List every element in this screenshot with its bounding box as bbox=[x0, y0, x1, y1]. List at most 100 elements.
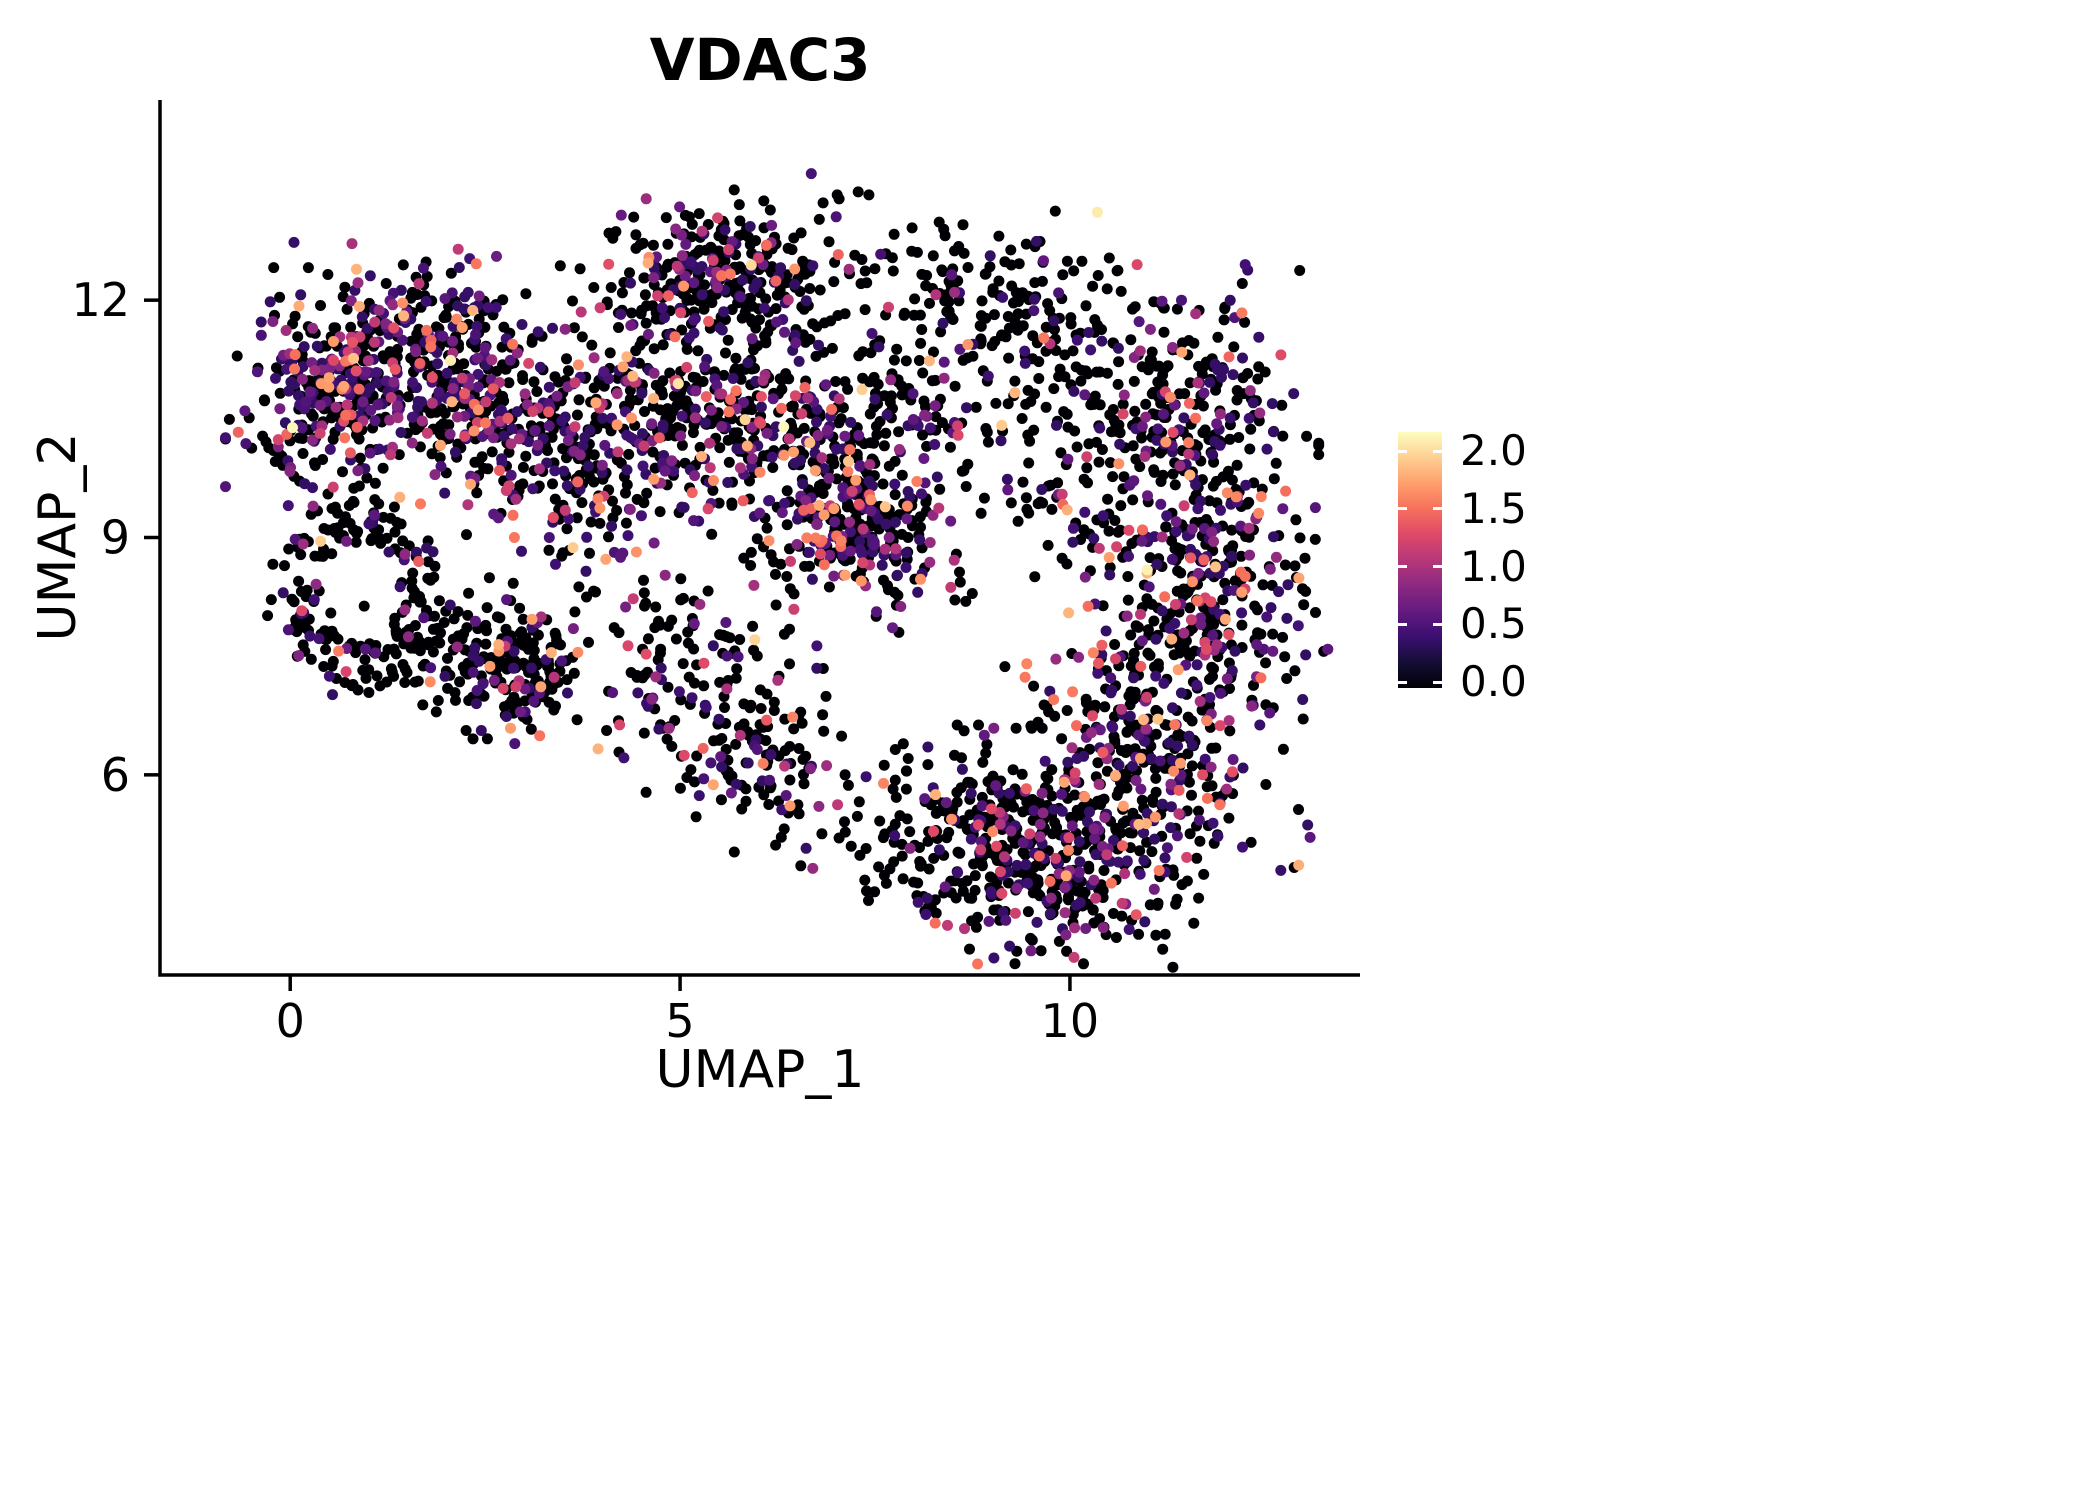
data-point bbox=[460, 725, 472, 736]
data-point bbox=[809, 465, 821, 477]
data-point bbox=[821, 760, 833, 772]
data-point bbox=[1115, 500, 1127, 512]
data-point bbox=[362, 323, 373, 334]
data-point bbox=[624, 267, 635, 279]
data-point bbox=[704, 462, 716, 474]
data-point bbox=[1079, 506, 1091, 518]
data-point bbox=[315, 399, 326, 411]
data-point bbox=[895, 601, 907, 612]
data-point bbox=[1022, 906, 1034, 918]
data-point bbox=[572, 646, 584, 658]
data-point bbox=[1098, 865, 1110, 876]
data-point bbox=[478, 462, 490, 474]
data-point bbox=[833, 832, 845, 844]
data-point bbox=[507, 338, 519, 350]
data-point bbox=[1010, 722, 1022, 734]
data-point bbox=[268, 262, 280, 274]
data-point bbox=[1243, 531, 1255, 543]
data-point bbox=[980, 747, 992, 759]
data-point bbox=[459, 666, 471, 678]
data-point bbox=[897, 873, 909, 885]
data-point bbox=[1223, 812, 1235, 824]
data-point bbox=[804, 437, 816, 449]
data-point bbox=[1190, 308, 1202, 320]
data-point bbox=[811, 518, 823, 530]
data-point bbox=[491, 611, 503, 623]
data-point bbox=[922, 835, 934, 847]
data-point bbox=[1094, 913, 1106, 925]
data-point bbox=[715, 794, 727, 806]
data-point bbox=[1149, 811, 1161, 823]
data-point bbox=[1150, 633, 1162, 645]
y-tick-label: 12 bbox=[71, 273, 130, 327]
data-point bbox=[440, 311, 452, 323]
data-point bbox=[1115, 285, 1127, 297]
data-point bbox=[1112, 378, 1124, 390]
data-point bbox=[348, 482, 360, 494]
data-point bbox=[255, 329, 267, 341]
data-point bbox=[1190, 412, 1202, 424]
data-point bbox=[965, 787, 977, 799]
data-point bbox=[1139, 451, 1151, 462]
data-point bbox=[789, 279, 801, 290]
data-point bbox=[289, 533, 301, 545]
data-point bbox=[555, 639, 566, 651]
data-point bbox=[945, 581, 957, 593]
data-point bbox=[1167, 426, 1179, 438]
data-point bbox=[721, 683, 733, 695]
data-point bbox=[788, 232, 800, 244]
data-point bbox=[1174, 460, 1186, 472]
data-point bbox=[1048, 803, 1060, 815]
data-point bbox=[523, 436, 535, 448]
data-point bbox=[702, 585, 714, 597]
data-point bbox=[947, 314, 959, 325]
data-point bbox=[690, 385, 702, 397]
data-point bbox=[274, 387, 286, 399]
data-point bbox=[498, 430, 510, 442]
data-point bbox=[883, 301, 894, 313]
data-point bbox=[1206, 448, 1218, 460]
data-point bbox=[1080, 300, 1092, 312]
data-point bbox=[307, 410, 319, 422]
axis-lines bbox=[158, 100, 1360, 977]
data-point bbox=[1152, 423, 1164, 435]
data-point bbox=[896, 469, 908, 481]
data-point bbox=[456, 322, 468, 333]
data-point bbox=[873, 861, 885, 873]
data-point bbox=[613, 322, 624, 333]
data-point bbox=[1032, 716, 1044, 728]
data-point bbox=[1264, 563, 1276, 575]
data-point bbox=[935, 326, 947, 338]
data-point bbox=[357, 396, 369, 408]
data-point bbox=[994, 807, 1006, 818]
data-point bbox=[979, 268, 991, 280]
data-point bbox=[719, 224, 731, 236]
data-point bbox=[1300, 649, 1312, 661]
data-point bbox=[1144, 649, 1156, 661]
data-point bbox=[1293, 859, 1305, 871]
data-point bbox=[1175, 687, 1187, 699]
data-point bbox=[296, 605, 308, 617]
data-point bbox=[976, 295, 988, 307]
data-point bbox=[547, 512, 559, 524]
data-point bbox=[627, 370, 639, 382]
data-point bbox=[1297, 713, 1309, 725]
data-point bbox=[1121, 726, 1133, 738]
data-point bbox=[698, 680, 710, 692]
data-point bbox=[1217, 560, 1229, 572]
data-point bbox=[754, 507, 766, 519]
data-point bbox=[1221, 487, 1233, 499]
data-point bbox=[918, 453, 930, 464]
data-point bbox=[728, 427, 740, 439]
data-point bbox=[1136, 535, 1148, 547]
data-point bbox=[620, 517, 632, 529]
data-point bbox=[575, 306, 587, 318]
data-point bbox=[1194, 695, 1206, 707]
data-point bbox=[439, 670, 451, 682]
data-point bbox=[402, 631, 414, 643]
data-point bbox=[1210, 561, 1221, 573]
data-point bbox=[1129, 301, 1141, 313]
data-point bbox=[437, 418, 449, 430]
data-point bbox=[630, 546, 642, 558]
data-point bbox=[734, 634, 746, 645]
